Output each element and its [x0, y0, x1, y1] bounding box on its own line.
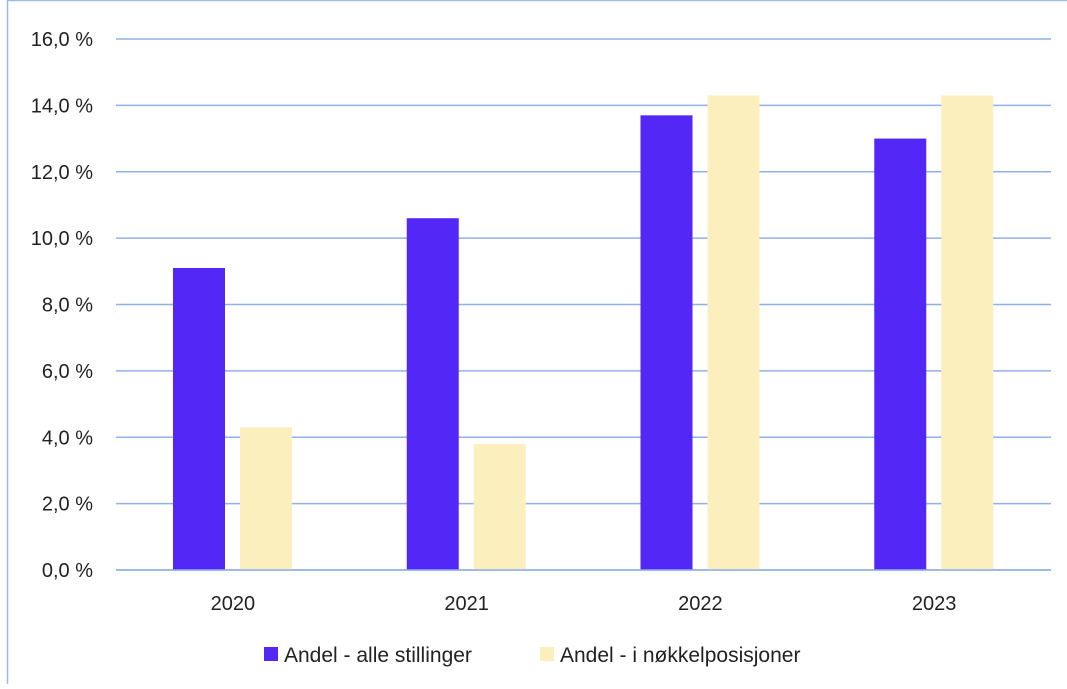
y-tick-label: 14,0 %	[31, 95, 93, 117]
bar-2023-series-1	[874, 138, 927, 570]
y-tick-label: 12,0 %	[31, 162, 93, 184]
y-tick-label: 2,0 %	[42, 494, 93, 516]
x-axis-ticks: 2020 2021 2022 2023	[211, 593, 957, 615]
bar-2020-series-1	[173, 267, 225, 570]
x-tick-label: 2022	[678, 593, 723, 615]
bar-2020-series-2	[240, 427, 292, 570]
y-tick-label: 16,0 %	[31, 29, 93, 51]
y-tick-label: 10,0 %	[31, 228, 93, 250]
x-tick-label: 2020	[211, 593, 256, 615]
bar-2023-series-2	[941, 95, 994, 570]
y-axis-ticks: 0,0 % 2,0 % 4,0 % 6,0 % 8,0 % 10,0 % 12,0 % 14,…	[31, 29, 93, 582]
x-tick-label: 2021	[444, 593, 489, 615]
bar-2021-series-1	[406, 218, 459, 570]
chart-frame	[6, 0, 1067, 684]
legend-label-series-2: Andel - i nøkkelposisjoner	[560, 644, 800, 667]
y-tick-label: 8,0 %	[42, 295, 93, 317]
y-tick-label: 4,0 %	[42, 427, 93, 449]
legend: Andel - alle stillinger Andel - i nøkkelp…	[264, 644, 800, 667]
legend-swatch-series-2	[540, 647, 554, 661]
x-tick-label: 2023	[912, 593, 957, 615]
legend-label-series-1: Andel - alle stillinger	[284, 644, 472, 667]
bar-2022-series-2	[707, 95, 760, 570]
bar-2022-series-1	[640, 115, 693, 571]
y-tick-label: 6,0 %	[42, 361, 93, 383]
bar-2021-series-2	[473, 443, 526, 570]
y-tick-label: 0,0 %	[42, 560, 93, 582]
bars	[116, 95, 1051, 571]
legend-swatch-series-1	[264, 647, 278, 661]
